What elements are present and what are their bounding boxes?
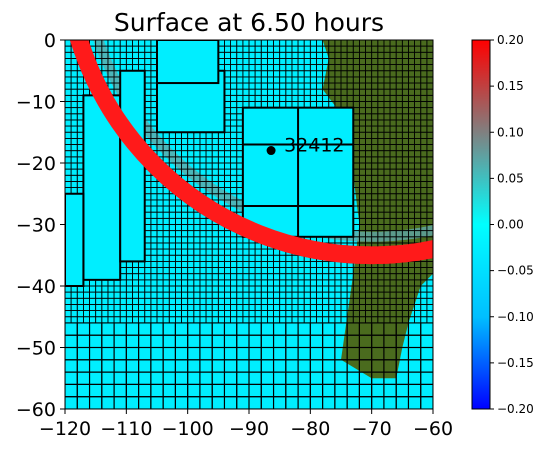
- colorbar-tick-label: 0.05: [497, 171, 524, 185]
- plot-area: [65, 40, 433, 409]
- colorbar-tick-label: 0.00: [497, 218, 524, 232]
- x-tick-label: −70: [352, 418, 392, 440]
- x-tick-label: −110: [100, 418, 152, 440]
- gauge-label: 32412: [284, 135, 344, 157]
- refined-patch: [65, 192, 85, 287]
- axes: −120 −110 −100 −90 −80 −70 −60 0 −10 −20 −30 −40 −50…: [16, 30, 453, 440]
- colorbar-tick-label: 0.15: [497, 79, 524, 93]
- colorbar-tick-label: −0.15: [497, 356, 534, 370]
- y-tick-label: −40: [16, 276, 56, 298]
- y-tick-label: −10: [16, 92, 56, 114]
- x-tick-label: −120: [39, 418, 91, 440]
- colorbar-ticks: 0.20 0.15 0.10 0.05 0.00 −0.05 −0.10 −0.15 −0.20: [490, 33, 534, 416]
- refined-patch: [119, 69, 146, 263]
- y-tick-label: −50: [16, 338, 56, 360]
- colorbar-tick-label: 0.20: [497, 33, 524, 47]
- chart-title: Surface at 6.50 hours: [114, 8, 384, 37]
- x-tick-label: −60: [413, 418, 453, 440]
- colorbar: [471, 39, 491, 410]
- colorbar-tick-label: 0.10: [497, 125, 524, 139]
- colorbar-tick-label: −0.10: [497, 310, 534, 324]
- colorbar-tick-label: −0.05: [497, 264, 534, 278]
- x-tick-label: −90: [229, 418, 269, 440]
- x-tick-label: −80: [290, 418, 330, 440]
- refined-patch: [156, 40, 220, 85]
- gauge-layer: 32412: [266, 135, 345, 157]
- y-tick-label: 0: [44, 30, 56, 52]
- y-tick-label: −20: [16, 153, 56, 175]
- y-tick-label: −60: [16, 399, 56, 421]
- fine-grid-cell: [426, 40, 433, 47]
- x-tick-label: −100: [162, 418, 214, 440]
- gauge-marker: [266, 146, 276, 156]
- y-tick-label: −30: [16, 215, 56, 237]
- wave-front-overlay: [69, 40, 433, 264]
- colorbar-tick-label: −0.20: [497, 402, 534, 416]
